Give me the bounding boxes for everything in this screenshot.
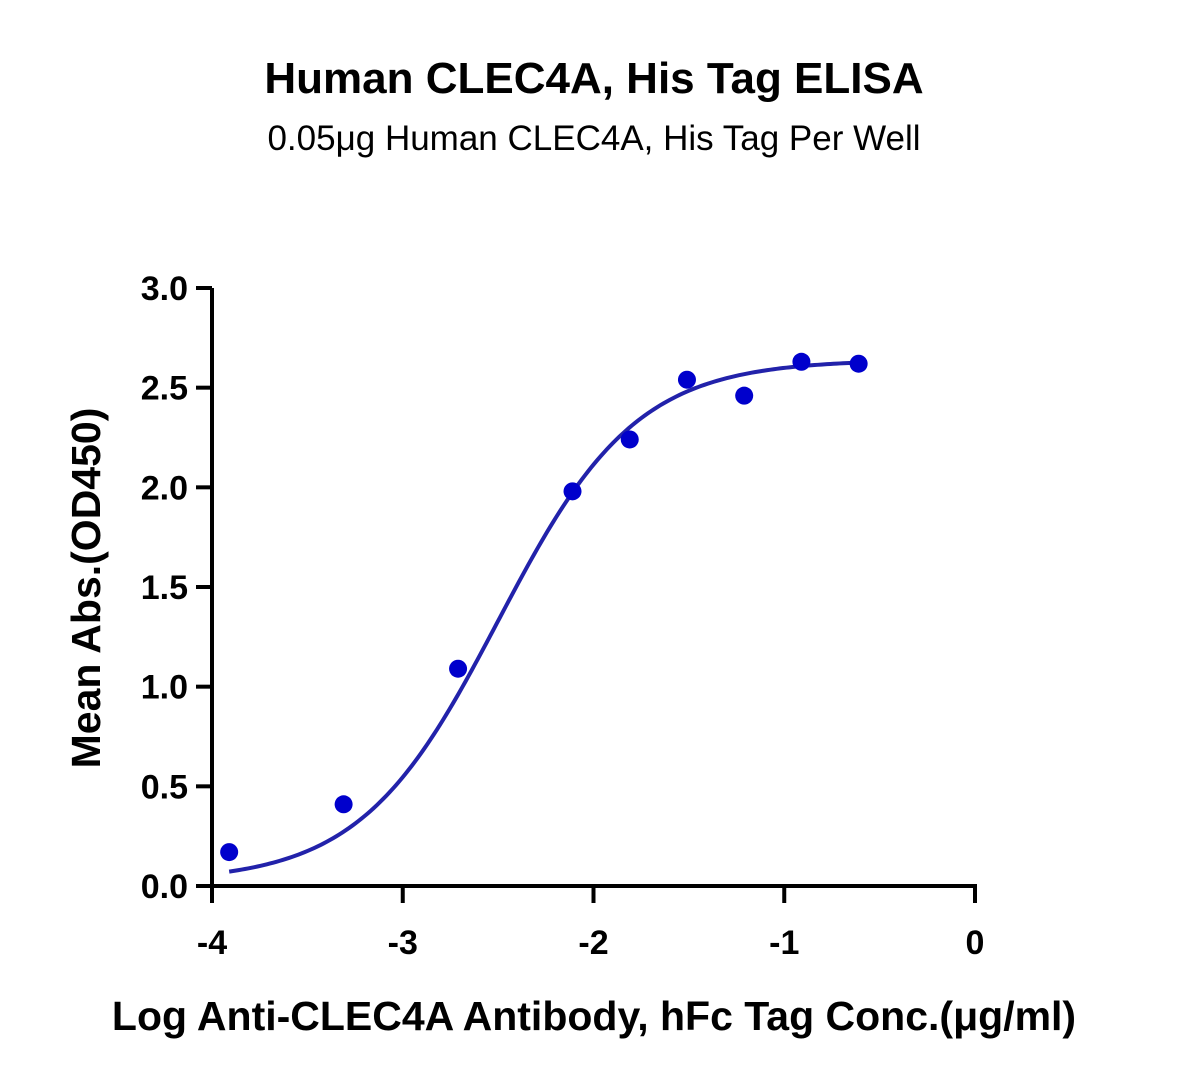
data-point xyxy=(735,386,754,405)
data-point xyxy=(620,430,639,449)
y-tick-label: 2.0 xyxy=(141,469,188,507)
y-tick-label: 0.5 xyxy=(141,768,188,806)
y-tick-label: 2.5 xyxy=(141,370,188,408)
x-axis-label: Log Anti-CLEC4A Antibody, hFc Tag Conc.(… xyxy=(112,993,1076,1039)
fit-curve-layer xyxy=(228,360,859,874)
x-axis: -4 -3 -2 -1 0 xyxy=(197,884,985,962)
x-tick-label: -3 xyxy=(388,924,418,962)
data-point xyxy=(220,843,239,862)
data-point xyxy=(334,795,353,814)
x-tick-label: -4 xyxy=(197,924,227,962)
y-tick-label: 1.5 xyxy=(141,569,188,607)
data-point xyxy=(449,659,468,678)
x-tick-label: -2 xyxy=(578,924,608,962)
y-tick-label: 3.0 xyxy=(141,270,188,308)
data-points-layer xyxy=(220,352,868,862)
x-tick-label: 0 xyxy=(966,924,985,962)
x-tick-label: -1 xyxy=(769,924,799,962)
y-tick-label: 1.0 xyxy=(141,669,188,707)
fit-curve xyxy=(228,360,859,874)
y-axis-label: Mean Abs.(OD450) xyxy=(63,408,109,769)
data-point xyxy=(563,482,582,501)
y-axis: 0.0 0.5 1.0 1.5 2.0 2.5 3.0 xyxy=(141,270,214,906)
chart-title: Human CLEC4A, His Tag ELISA xyxy=(264,54,923,103)
y-tick-label: 0.0 xyxy=(141,868,188,906)
data-point xyxy=(792,352,811,371)
data-point xyxy=(849,354,868,373)
chart-subtitle: 0.05μg Human CLEC4A, His Tag Per Well xyxy=(267,119,920,158)
data-point xyxy=(677,370,696,389)
